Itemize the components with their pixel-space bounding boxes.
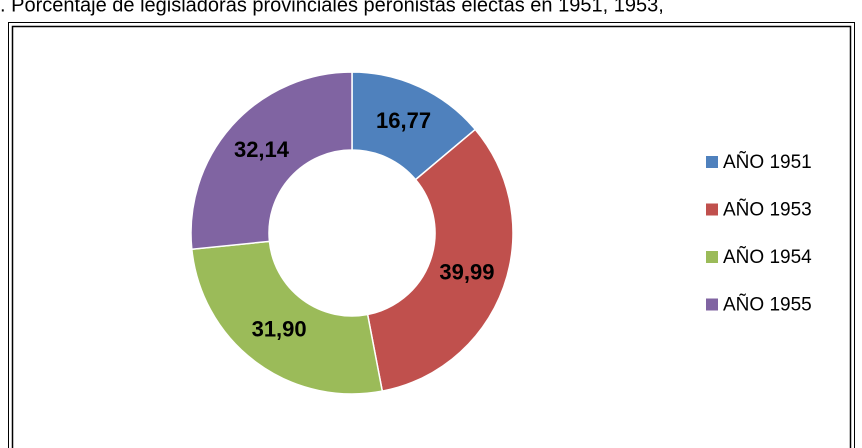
legend-label: AÑO 1955 xyxy=(723,294,812,316)
chart-frame xyxy=(8,22,855,448)
legend-swatch xyxy=(706,298,718,311)
legend-swatch xyxy=(706,203,718,216)
data-label: 39,99 xyxy=(439,260,494,285)
legend-swatch xyxy=(706,251,718,263)
data-label: 16,77 xyxy=(376,108,431,133)
legend-label: AÑO 1954 xyxy=(723,246,812,268)
chart-frame-inner xyxy=(11,25,852,448)
legend-swatch xyxy=(706,156,718,168)
legend-label: AÑO 1953 xyxy=(723,199,812,221)
donut-segment xyxy=(366,128,514,393)
donut-segment xyxy=(190,71,353,251)
data-label: 32,14 xyxy=(234,137,290,162)
data-label: 31,90 xyxy=(252,317,307,342)
chart-title: . Porcentaje de legisladoras provinciale… xyxy=(0,0,664,16)
legend-label: AÑO 1951 xyxy=(723,151,812,173)
donut-segment xyxy=(190,240,384,395)
